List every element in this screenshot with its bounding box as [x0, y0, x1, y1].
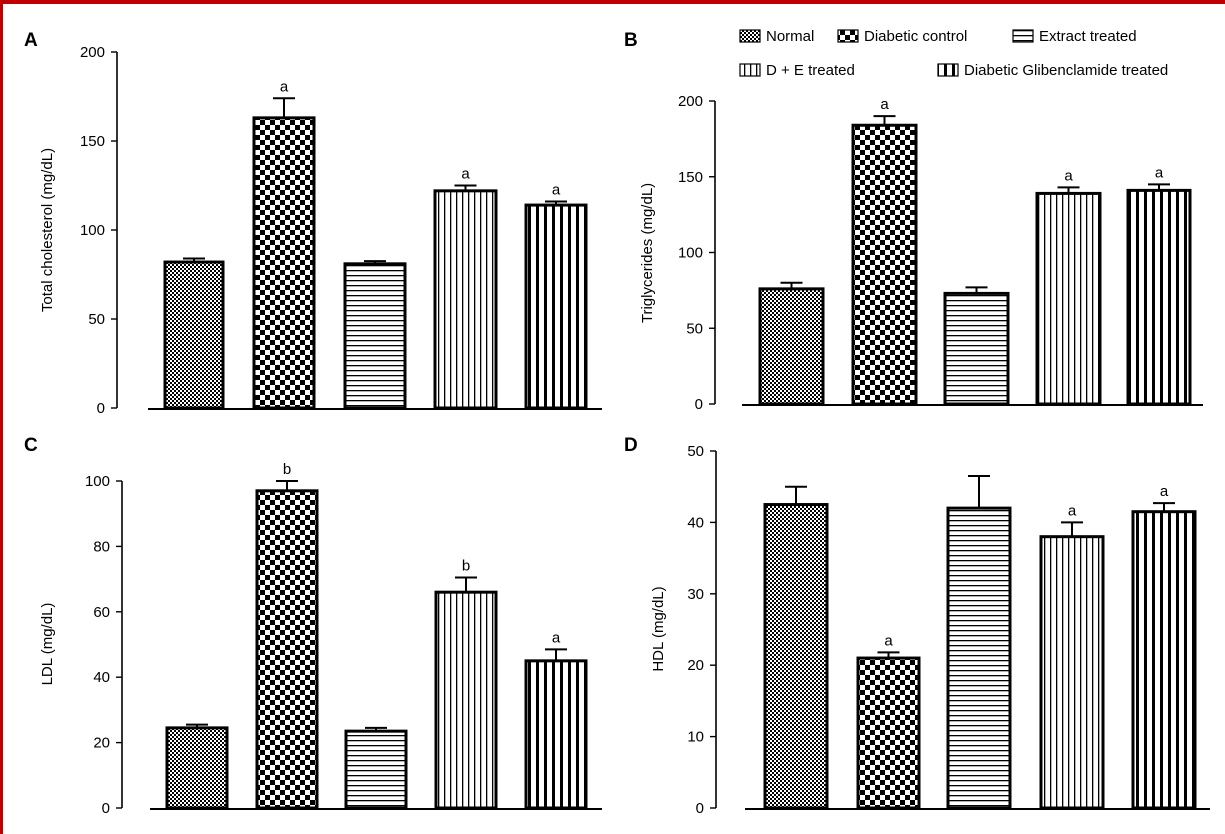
bar-1 [165, 726, 229, 810]
y-tick-label: 50 [88, 311, 105, 328]
significance-label-4: a [461, 166, 470, 183]
y-tick-label: 100 [80, 222, 105, 239]
significance-label-5: a [552, 182, 561, 199]
bar-5 [1126, 188, 1192, 406]
bar-1 [758, 287, 825, 406]
y-tick-label: 200 [678, 93, 703, 110]
legend-swatch-4 [739, 63, 761, 77]
significance-label-2: a [880, 96, 889, 113]
y-tick-label: 0 [97, 400, 105, 417]
bar-4 [434, 590, 498, 810]
y-tick-label: 20 [687, 657, 704, 674]
y-tick-label: 0 [102, 800, 110, 817]
bar-3 [946, 506, 1012, 810]
panel-label: A [24, 30, 38, 51]
y-tick-label: 60 [93, 604, 110, 621]
bar-1 [763, 503, 829, 810]
significance-label-2: a [280, 78, 289, 95]
legend-swatch-2 [837, 29, 859, 43]
panel-c: C 0 20 40 60 80 100 LDL (mg/dL) b b a [24, 435, 602, 817]
legend-label-4: D + E treated [766, 62, 855, 79]
panel-label: B [624, 30, 638, 51]
significance-label-5: a [552, 629, 561, 646]
y-tick-label: 20 [93, 735, 110, 752]
y-tick-label: 0 [695, 396, 703, 413]
legend-swatch-3 [1012, 29, 1034, 43]
significance-label-2: b [283, 461, 291, 478]
bar-4 [433, 189, 498, 410]
bar-3 [943, 291, 1010, 406]
significance-label-4: b [462, 557, 470, 574]
chart-legend: Normal Diabetic control Extract treated D +… [739, 28, 1168, 79]
legend-swatch-5 [937, 63, 959, 77]
panel-d: D 0 10 20 30 40 50 HDL (mg/dL) a a a [624, 435, 1210, 817]
significance-label-2: a [884, 632, 893, 649]
y-tick-label: 50 [686, 320, 703, 337]
y-axis-title: LDL (mg/dL) [39, 603, 56, 686]
bar-2 [856, 656, 921, 810]
panel-label: D [624, 435, 638, 456]
legend-label-1: Normal [766, 28, 814, 45]
bar-3 [343, 262, 407, 410]
bar-2 [255, 489, 319, 810]
bar-4 [1039, 535, 1105, 810]
y-tick-label: 100 [85, 473, 110, 490]
y-tick-label: 0 [696, 800, 704, 817]
panel-b: B 0 50 100 150 200 Triglycerides (mg/dL) a a a [624, 30, 1203, 413]
significance-label-5: a [1155, 164, 1164, 181]
y-tick-label: 30 [687, 586, 704, 603]
legend-label-2: Diabetic control [864, 28, 967, 45]
y-tick-label: 150 [80, 133, 105, 150]
y-tick-label: 100 [678, 245, 703, 262]
legend-swatch-1 [739, 29, 761, 43]
bar-2 [851, 123, 918, 406]
y-axis-title: HDL (mg/dL) [650, 586, 667, 671]
y-tick-label: 80 [93, 538, 110, 555]
significance-label-4: a [1068, 502, 1077, 519]
y-tick-label: 10 [687, 729, 704, 746]
bar-1 [163, 260, 225, 410]
y-tick-label: 150 [678, 169, 703, 186]
y-tick-label: 200 [80, 44, 105, 61]
panel-label: C [24, 435, 38, 456]
legend-label-5: Diabetic Glibenclamide treated [964, 62, 1168, 79]
significance-label-5: a [1160, 483, 1169, 500]
bar-3 [344, 729, 408, 810]
y-tick-label: 40 [687, 514, 704, 531]
bar-5 [524, 659, 588, 810]
y-axis-title: Triglycerides (mg/dL) [639, 183, 656, 323]
bar-2 [252, 116, 316, 410]
y-tick-label: 50 [687, 443, 704, 460]
y-axis-title: Total cholesterol (mg/dL) [39, 148, 56, 312]
bar-5 [524, 203, 588, 410]
panel-a: A 0 50 100 150 200 Total cholesterol (mg/dL) a a… [24, 30, 602, 417]
legend-label-3: Extract treated [1039, 28, 1137, 45]
bar-5 [1131, 510, 1197, 810]
significance-label-4: a [1064, 167, 1073, 184]
y-tick-label: 40 [93, 669, 110, 686]
bar-4 [1035, 191, 1102, 406]
